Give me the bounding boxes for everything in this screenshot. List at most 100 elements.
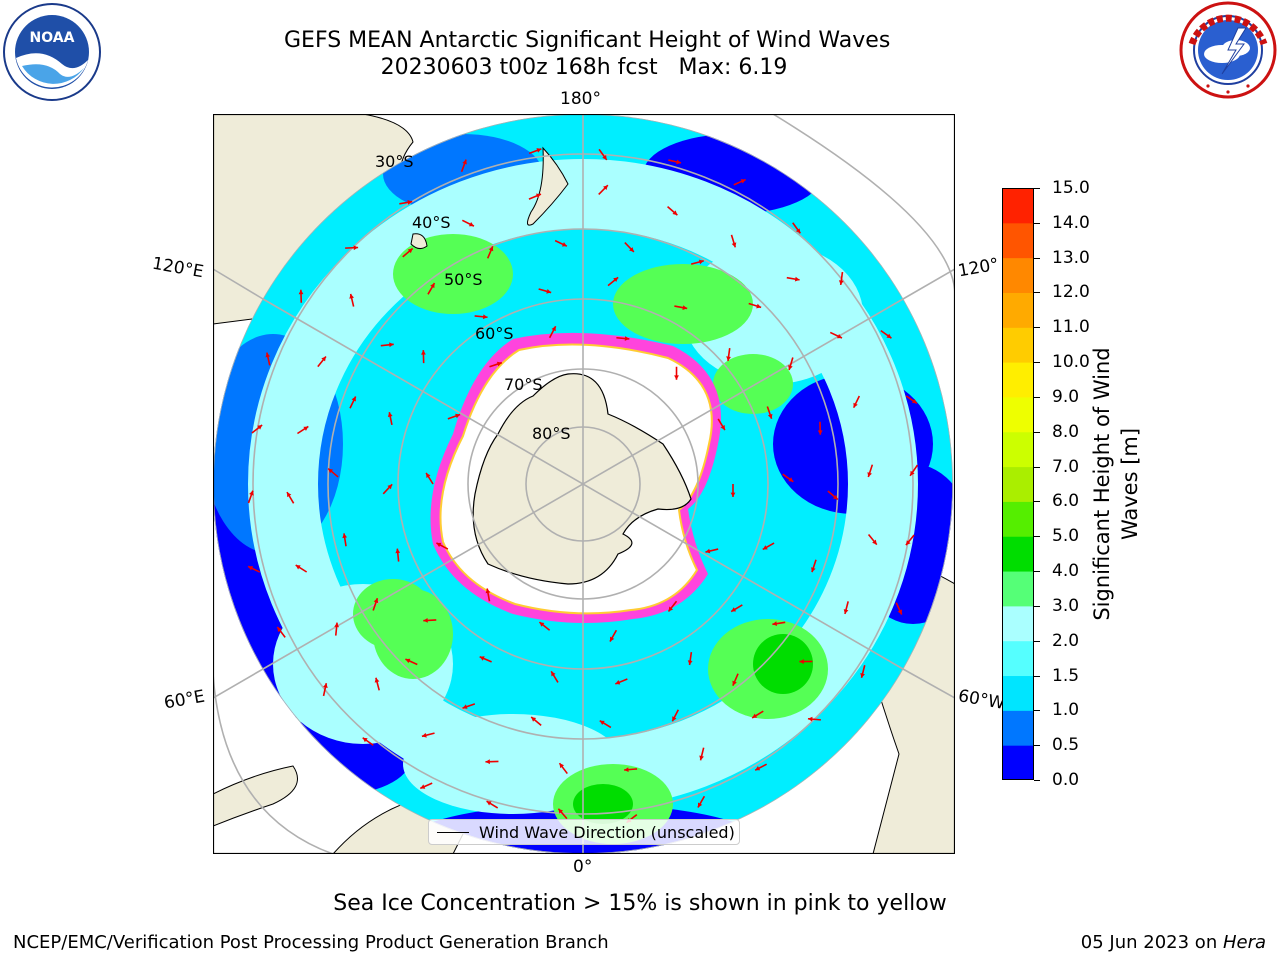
wave-arrow-head	[602, 154, 607, 160]
wave-arrow-head	[788, 365, 793, 370]
wave-arrow-head	[423, 618, 428, 623]
wave-arrow-head	[756, 303, 762, 309]
colorbar-tick-label: 8.0	[1052, 421, 1080, 442]
wave-arrow-head	[755, 766, 761, 771]
wave-arrow-head	[676, 159, 682, 165]
colorbar-segment	[1002, 571, 1034, 607]
wave-arrow-head	[674, 375, 679, 380]
graticule	[213, 114, 953, 854]
wave-arrow-head	[629, 247, 634, 252]
colorbar-tick-mark	[1034, 396, 1040, 398]
polar-map-svg	[212, 113, 956, 855]
lon-label-top: 180°	[560, 89, 601, 109]
wave-arrow-head	[752, 713, 758, 718]
wave-arrow-head	[860, 673, 865, 678]
colorbar-tick-label: 6.0	[1052, 491, 1080, 512]
wave-arrow-head	[668, 606, 674, 612]
wave-arrow-head	[482, 314, 488, 320]
page-title: GEFS MEAN Antarctic Significant Height o…	[284, 28, 891, 53]
map-frame	[212, 113, 956, 855]
wave-arrow-head	[559, 763, 565, 769]
noaa-logo: NOAA	[2, 2, 102, 102]
wave-arrow-head	[732, 680, 737, 686]
wave-arrow-head	[334, 622, 340, 628]
colorbar-tick-label: 5.0	[1052, 526, 1080, 547]
wave-arrow-head	[767, 413, 773, 419]
wave-arrow-head	[362, 737, 368, 743]
lat-label-60s: 60°S	[475, 324, 514, 343]
noaa-logo-icon: NOAA	[3, 3, 101, 101]
wave-arrow-head	[672, 716, 677, 722]
nws-logo	[1178, 0, 1278, 100]
page-subtitle: 20230603 t00z 168h fcst Max: 6.19	[380, 55, 788, 80]
wave-arrow-head	[561, 242, 567, 247]
wave-arrow-head	[328, 468, 334, 474]
colorbar-segment	[1002, 501, 1034, 537]
wave-arrow-head	[740, 179, 746, 184]
wind-wave-arrows	[247, 148, 919, 824]
wave-arrow-head	[485, 759, 490, 765]
colorbar-tick-label: 13.0	[1052, 247, 1090, 268]
wave-arrow-head	[349, 293, 354, 299]
wave-arrow-head	[843, 609, 849, 614]
machine-name: Hera	[1222, 932, 1266, 953]
wave-arrow-head	[624, 336, 630, 341]
wave-arrow-head	[886, 333, 892, 339]
lat-label-70s: 70°S	[504, 375, 543, 394]
wave-arrow-head	[853, 402, 858, 408]
wave-arrow-head	[486, 801, 492, 806]
wave-arrow-head	[342, 533, 348, 539]
colorbar-segment	[1002, 745, 1034, 781]
wave-arrow-head	[373, 598, 379, 604]
wave-arrow-head	[539, 622, 545, 627]
wave-arrow-head	[248, 566, 254, 571]
wave-arrow-head	[811, 567, 816, 573]
colorbar-tick-mark	[1034, 536, 1040, 538]
wave-arrow-head	[799, 659, 804, 664]
colorbar-tick-mark	[1034, 466, 1040, 468]
wave-arrow-head	[407, 248, 413, 254]
colorbar-tick-label: 9.0	[1052, 386, 1080, 407]
colorbar-frame	[1002, 188, 1034, 780]
colorbar-tick-mark	[1034, 431, 1040, 433]
colorbar-tick-mark	[1034, 605, 1040, 607]
colorbar-segment	[1002, 188, 1034, 224]
wave-arrow-head	[624, 767, 629, 773]
wave-arrow-head	[323, 683, 328, 689]
wave-arrow-head	[387, 484, 393, 490]
wave-arrow-head	[867, 472, 872, 478]
wave-arrow-head	[699, 755, 704, 761]
wave-arrow-head	[303, 426, 309, 431]
graticule-outside	[212, 113, 956, 855]
run-date: 05 Jun 2023 on Hera	[1081, 932, 1266, 954]
wave-arrow-head	[911, 398, 917, 404]
colorbar-tick-mark	[1034, 745, 1040, 747]
wave-arrow-head	[407, 200, 413, 205]
wave-arrow-head	[351, 396, 356, 402]
wave-arrow-head	[462, 704, 468, 709]
lat-label-30s: 30°S	[375, 152, 414, 171]
wave-arrow-head	[488, 246, 494, 252]
svg-text:NOAA: NOAA	[30, 30, 75, 46]
wave-arrow-head	[698, 259, 704, 265]
colorbar-tick-mark	[1034, 327, 1040, 329]
colorbar-svg	[1002, 188, 1034, 781]
colorbar-tick-label: 12.0	[1052, 282, 1090, 303]
wave-arrow-head	[609, 636, 615, 642]
colorbar-tick-label: 1.0	[1052, 700, 1080, 721]
wave-arrow-head	[387, 412, 393, 417]
wave-arrow-head	[731, 242, 737, 248]
colorbar-segment	[1002, 710, 1034, 746]
colorbar-segment	[1002, 292, 1034, 328]
colorbar-tick-mark	[1034, 188, 1040, 189]
wave-arrow-head	[321, 356, 326, 362]
colorbar-segment	[1002, 640, 1034, 677]
wave-arrow-head	[672, 210, 678, 216]
colorbar-segment	[1002, 536, 1034, 572]
wave-arrow-head	[295, 565, 301, 570]
wave-arrow-head	[794, 276, 800, 282]
legend-label: Wind Wave Direction (unscaled)	[479, 823, 735, 842]
lon-label-left-upper: 120°E	[150, 253, 206, 283]
lon-label-right-upper: 120°	[956, 254, 1001, 282]
colorbar-tick-mark	[1034, 292, 1040, 294]
